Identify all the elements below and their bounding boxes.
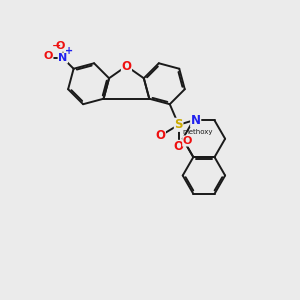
Text: O: O: [183, 136, 192, 146]
Text: +: +: [65, 46, 74, 56]
Text: N: N: [58, 53, 68, 63]
Text: O: O: [44, 52, 53, 61]
Text: −: −: [52, 41, 61, 51]
Text: O: O: [122, 60, 131, 73]
Text: O: O: [55, 41, 64, 51]
Text: N: N: [191, 114, 201, 127]
Text: methoxy: methoxy: [182, 129, 213, 135]
Text: S: S: [174, 118, 183, 131]
Text: O: O: [174, 140, 184, 153]
Text: O: O: [155, 129, 165, 142]
